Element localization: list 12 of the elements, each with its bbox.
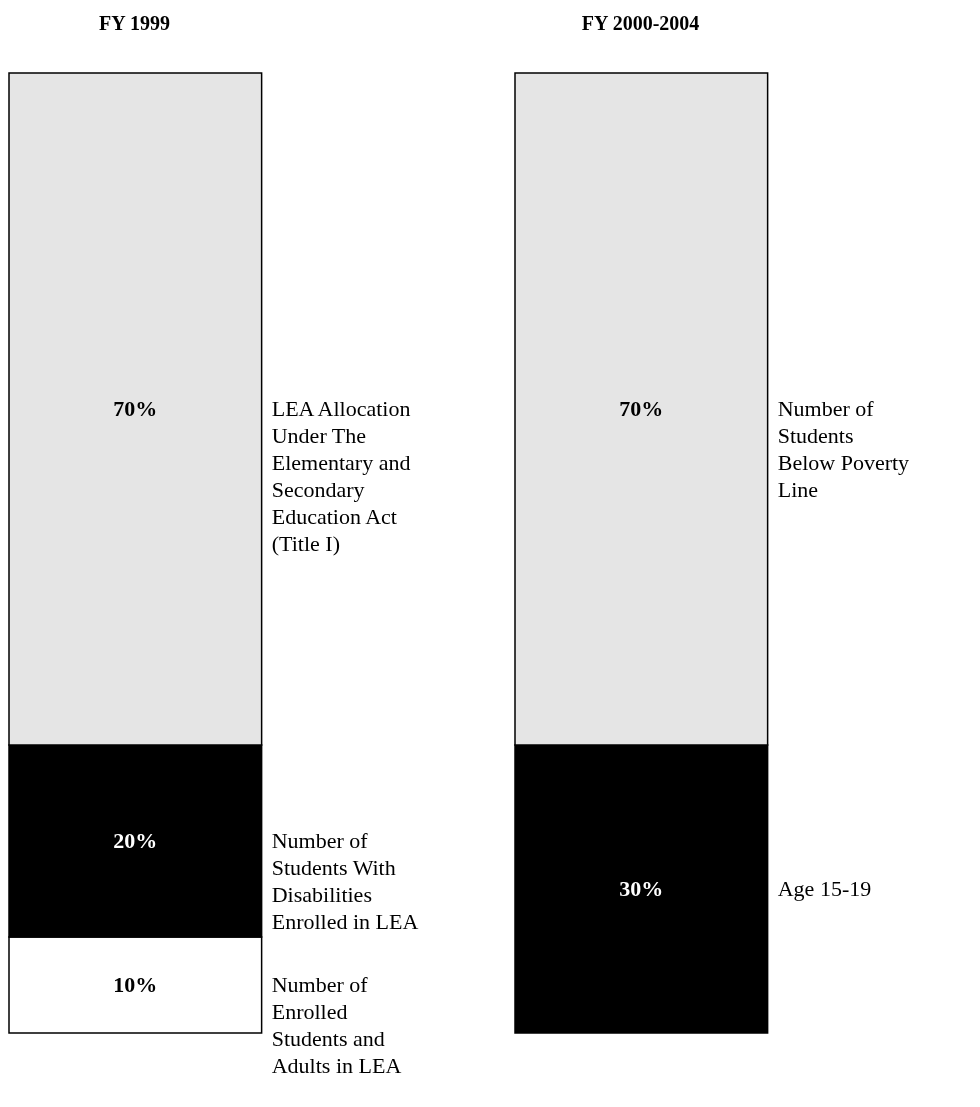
data-label: 70% xyxy=(619,396,664,421)
data-label: 30% xyxy=(619,876,664,901)
chart-title: FY 2000-2004 xyxy=(581,12,700,35)
data-label: 20% xyxy=(113,828,158,853)
series-label: Number of Students Below Poverty Line xyxy=(777,396,910,502)
chart-title: FY 1999 xyxy=(99,12,171,35)
data-label: 10% xyxy=(113,972,158,997)
data-label: 70% xyxy=(113,396,158,421)
series-label: Age 15-19 xyxy=(777,876,872,901)
series-label: Number of Enrolled Students and Adults in LEA xyxy=(271,972,402,1078)
series-label: LEA Allocation Under The Elementary and Secondary Education Act (Title I) xyxy=(271,396,411,556)
series-label: Number of Students With Disabilities Enrolled in LEA xyxy=(271,828,419,934)
